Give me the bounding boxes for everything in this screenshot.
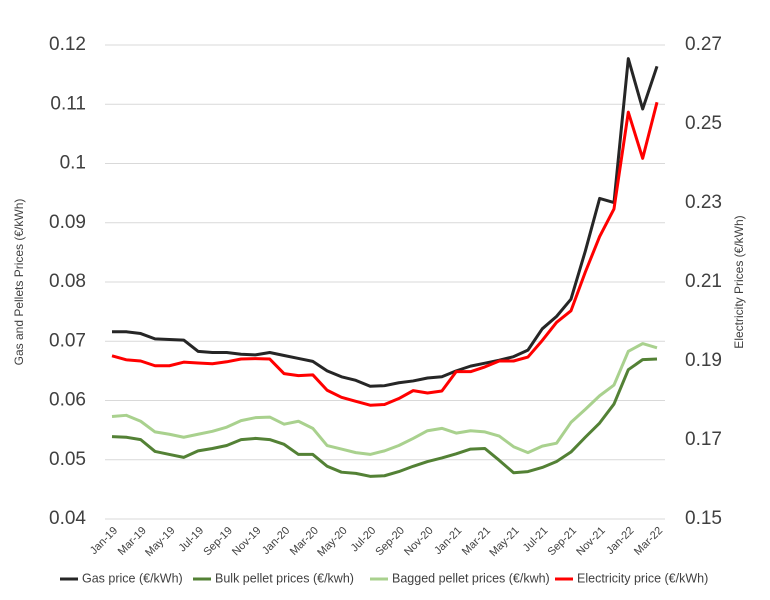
y-tick-label: 0.05 [49, 449, 86, 470]
x-tick-label: Sep-19 [201, 525, 235, 559]
series-line [111, 357, 658, 478]
legend-label: Gas price (€/kWh) [82, 571, 183, 585]
x-tick-label: May-20 [315, 525, 349, 559]
y-tick-label: 0.08 [49, 271, 86, 292]
y-tick-label: 0.07 [49, 330, 86, 351]
x-tick-label: Sep-20 [373, 525, 407, 559]
y2-tick-label: 0.19 [685, 350, 722, 371]
x-tick-label: Mar-19 [116, 525, 149, 558]
legend-label: Bulk pellet prices (€/kwh) [215, 571, 354, 585]
x-tick-label: Sep-21 [546, 525, 580, 559]
y2-axis-title: Electricity Prices (€/kWh) [732, 215, 746, 348]
x-tick-label: Mar-20 [288, 525, 321, 558]
y-tick-label: 0.06 [49, 390, 86, 411]
x-tick-label: Jan-21 [432, 525, 464, 557]
y-tick-label: 0.12 [49, 34, 86, 55]
y2-tick-label: 0.15 [685, 508, 722, 529]
series-line [112, 57, 659, 388]
legend-label: Bagged pellet prices (€/kwh) [392, 571, 550, 585]
x-tick-label: May-21 [487, 525, 521, 559]
x-tick-label: May-19 [143, 525, 177, 559]
x-tick-label: Mar-22 [632, 525, 665, 558]
y-tick-label: 0.09 [49, 212, 86, 233]
y2-tick-label: 0.25 [685, 113, 722, 134]
y-tick-label: 0.1 [60, 153, 86, 174]
y2-tick-label: 0.17 [685, 429, 722, 450]
x-tick-label: Jan-20 [260, 525, 292, 557]
y-tick-label: 0.11 [50, 93, 86, 114]
y2-tick-label: 0.21 [685, 271, 722, 292]
series-line [111, 101, 659, 407]
x-tick-label: Nov-19 [230, 525, 264, 559]
y2-tick-label: 0.23 [685, 192, 722, 213]
x-tick-label: Jan-22 [604, 525, 636, 557]
x-tick-label: Jan-19 [88, 525, 120, 557]
y-tick-label: 0.04 [49, 508, 86, 529]
x-tick-label: Mar-21 [460, 525, 493, 558]
x-tick-label: Nov-20 [402, 525, 436, 559]
x-tick-label: Nov-21 [574, 525, 608, 559]
series-line [111, 342, 658, 456]
legend-label: Electricity price (€/kWh) [577, 571, 708, 585]
y-axis-title: Gas and Pellets Prices (€/kWh) [12, 199, 26, 366]
y2-tick-label: 0.27 [685, 34, 722, 55]
